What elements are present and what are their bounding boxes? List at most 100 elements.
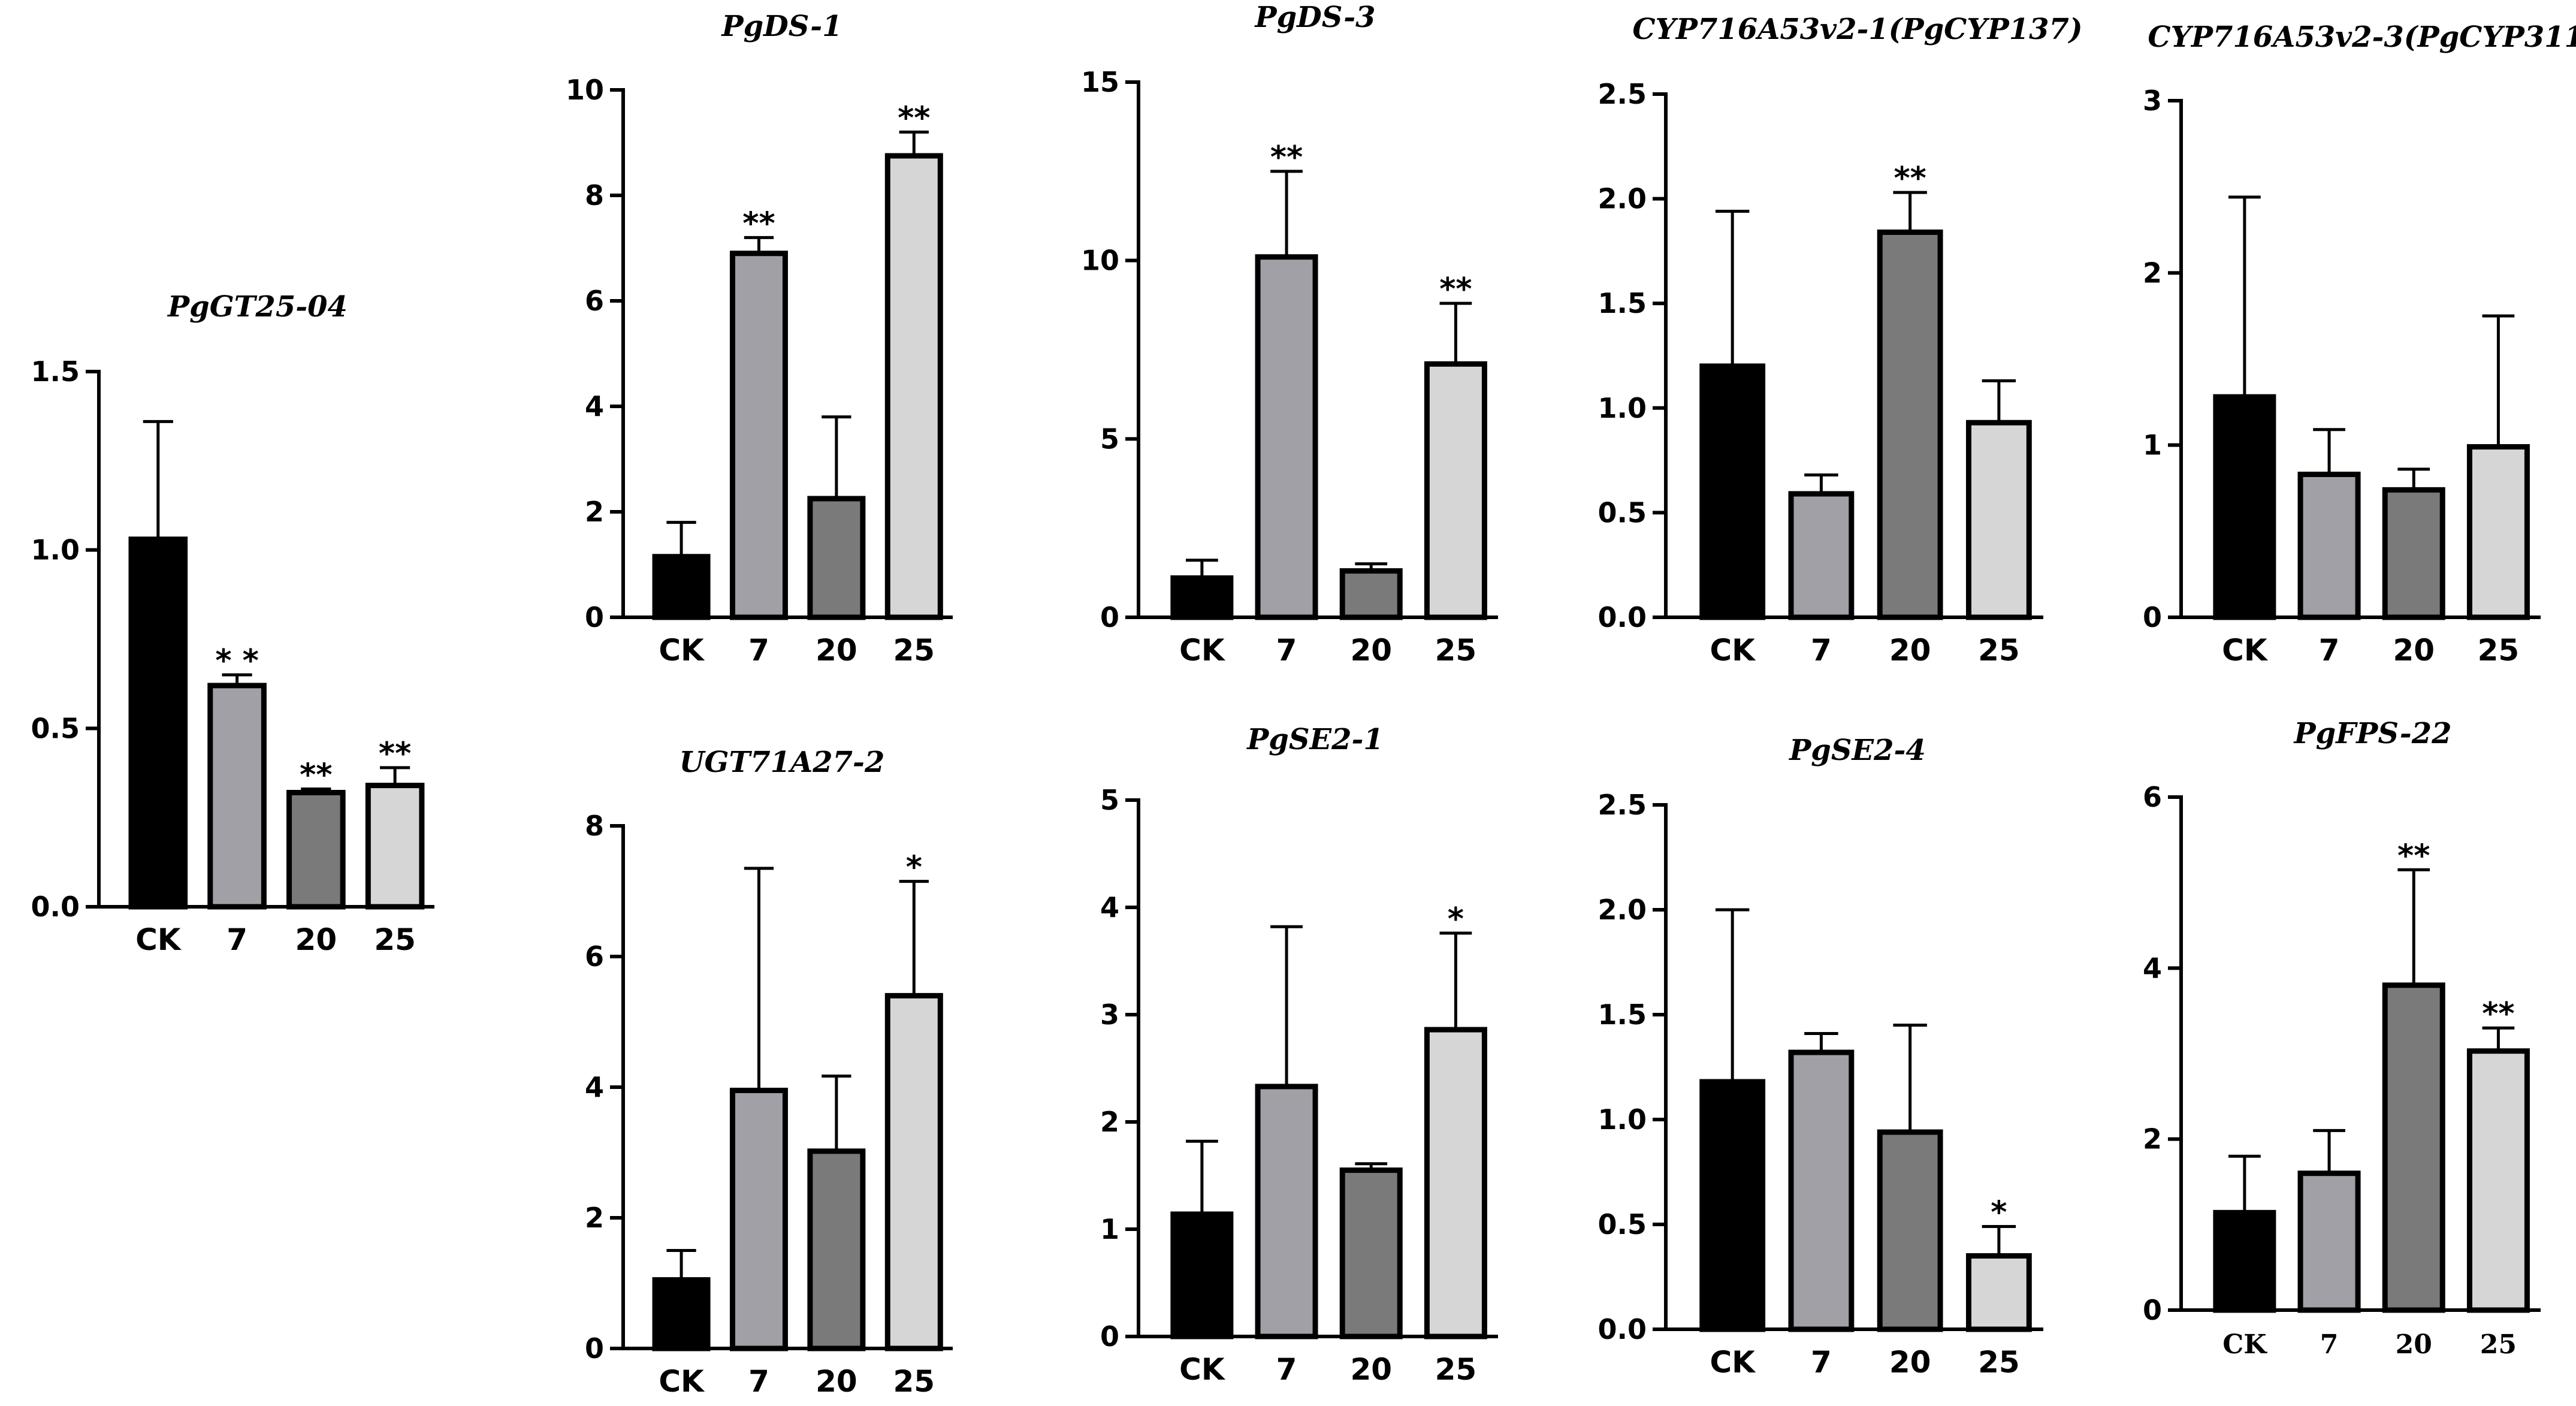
chart-title: CYP716A53v2-1(PgCYP137) [1632, 13, 2082, 46]
chart-title: PgSE2-1 [1246, 723, 1384, 756]
chart-title: PgDS-3 [1254, 1, 1375, 34]
bar-20 [807, 1148, 866, 1351]
bar-20 [286, 789, 346, 910]
chart-panel-8: PgSE2-4 0.0 0.5 1.0 1.5 2.0 2.5 CK 7 20 25 * [1598, 734, 2043, 1380]
y-tick-label: 0 [2143, 1294, 2162, 1326]
x-tick-label: 25 [1978, 633, 2020, 668]
x-tick-label: 7 [1811, 633, 1832, 668]
bar-ck [652, 1277, 711, 1351]
y-tick-label: 2 [2143, 1123, 2162, 1155]
bar-ck [1699, 1079, 1766, 1332]
bar-20 [1877, 229, 1943, 620]
x-tick-label: 7 [1276, 633, 1297, 668]
y-tick-label: 2.0 [1598, 183, 1647, 215]
x-tick-label: CK [659, 633, 705, 668]
significance-mark: ** [742, 206, 775, 242]
bar-20 [1339, 1167, 1403, 1339]
significance-mark: ** [1270, 140, 1303, 176]
y-tick-label: 2 [585, 496, 604, 528]
bar-ck [128, 536, 188, 910]
chart-title: PgDS-1 [720, 10, 842, 43]
bar-25 [1965, 1253, 2032, 1332]
y-tick-label: 10 [566, 74, 604, 106]
bar-7 [207, 683, 267, 910]
x-tick-label: 20 [1889, 633, 1931, 668]
x-tick-label: 20 [816, 633, 857, 668]
x-tick-label: 7 [1276, 1352, 1297, 1387]
y-tick-label: 3 [2143, 85, 2162, 117]
x-tick-label: 25 [893, 1364, 935, 1399]
y-tick-label: 0 [1100, 601, 1119, 633]
y-tick-label: 4 [585, 1071, 604, 1103]
x-tick-label: 20 [295, 922, 337, 957]
bar-20 [1339, 568, 1403, 620]
x-tick-label: 7 [227, 922, 247, 957]
y-tick-label: 5 [1100, 784, 1119, 816]
y-tick-label: 2.0 [1598, 894, 1647, 926]
bar-ck [1699, 363, 1766, 620]
x-tick-label: 20 [1350, 1352, 1392, 1387]
y-tick-label: 0 [1100, 1320, 1119, 1353]
y-tick-label: 2 [585, 1202, 604, 1234]
bar-25 [2466, 444, 2530, 620]
bar-25 [1424, 1027, 1487, 1339]
y-tick-label: 0.5 [31, 712, 80, 744]
x-tick-label: 7 [748, 1364, 769, 1399]
x-tick-label: CK [2222, 633, 2269, 668]
x-tick-label: 25 [1978, 1345, 2020, 1380]
bar-20 [1877, 1129, 1943, 1332]
bar-20 [2382, 982, 2445, 1313]
bar-ck [2213, 394, 2276, 620]
y-tick-label: 4 [2143, 952, 2162, 984]
significance-mark: * [1448, 901, 1464, 937]
x-tick-label: 7 [1811, 1345, 1832, 1380]
bar-ck [1170, 1211, 1234, 1339]
bar-25 [884, 153, 943, 620]
chart-title: PgFPS-22 [2293, 717, 2452, 750]
y-tick-label: 1.0 [31, 534, 80, 566]
x-tick-label: 20 [1350, 633, 1392, 668]
y-tick-label: 10 [1081, 245, 1119, 277]
y-tick-label: 0.0 [1598, 1313, 1647, 1345]
significance-mark: ** [2397, 838, 2430, 874]
significance-mark: ** [1439, 271, 1472, 307]
y-tick-label: 0.5 [1598, 496, 1647, 529]
bar-ck [652, 554, 711, 620]
chart-title: UGT71A27-2 [680, 746, 885, 779]
bar-7 [729, 251, 788, 620]
y-tick-label: 0.0 [1598, 601, 1647, 633]
x-tick-label: CK [659, 1364, 705, 1399]
y-tick-label: 0 [585, 1332, 604, 1365]
x-tick-label: 25 [1435, 1352, 1477, 1387]
y-tick-label: 5 [1100, 423, 1119, 455]
chart-panel-9: PgFPS-22 0 2 4 6 CK 7 20 ** 25 ** [2143, 717, 2541, 1360]
y-tick-label: 4 [1100, 891, 1119, 924]
y-tick-label: 6 [2143, 781, 2162, 813]
y-tick-label: 0.0 [31, 891, 80, 923]
y-tick-label: 2 [2143, 257, 2162, 289]
bar-ck [1170, 575, 1234, 620]
x-tick-label: 7 [2319, 633, 2340, 668]
chart-panel-5: CYP716A53v2-3(PgCYP311) 0 1 2 3 CK 7 20 25 [2143, 20, 2576, 668]
y-tick-label: 1.0 [1598, 392, 1647, 424]
bar-25 [884, 992, 943, 1351]
x-tick-label: 25 [374, 922, 416, 957]
x-tick-label: 25 [2480, 1329, 2517, 1360]
bar-7 [729, 1087, 788, 1351]
y-tick-label: 1.0 [1598, 1103, 1647, 1136]
y-tick-label: 8 [585, 810, 604, 842]
x-tick-label: 7 [748, 633, 769, 668]
x-tick-label: 20 [2396, 1329, 2432, 1360]
y-tick-label: 6 [585, 940, 604, 973]
y-tick-label: 0 [2143, 601, 2162, 633]
y-tick-label: 1.5 [1598, 287, 1647, 319]
y-tick-label: 1 [1100, 1213, 1119, 1245]
bar-ck [2213, 1209, 2276, 1313]
x-tick-label: 25 [2478, 633, 2520, 668]
chart-panel-7: PgSE2-1 0 1 2 3 4 5 CK 7 20 25 * [1100, 723, 1498, 1387]
chart-panel-3: PgDS-3 0 5 10 15 CK 7 ** 20 25 ** [1081, 1, 1498, 668]
y-tick-label: 2 [1100, 1106, 1119, 1138]
y-tick-label: 2.5 [1598, 78, 1647, 110]
significance-mark: ** [379, 736, 411, 772]
